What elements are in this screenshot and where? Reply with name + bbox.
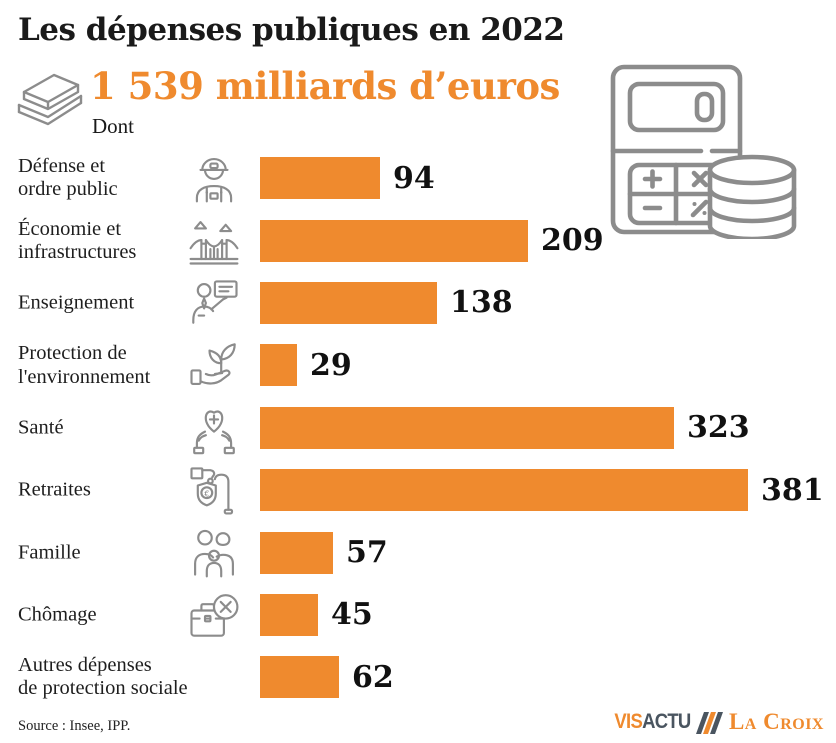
row-label: Défense et ordre public <box>18 155 118 201</box>
visactu-logo-vis: VIS <box>614 710 643 733</box>
row-label: Santé <box>18 416 64 439</box>
banknotes-icon <box>10 64 86 133</box>
total-amount: 1 539 <box>90 64 204 108</box>
soldier-icon <box>183 149 245 207</box>
calculator-coins-icon <box>609 63 799 244</box>
bar-value: 45 <box>331 597 373 633</box>
bar-value: 323 <box>687 410 750 446</box>
bridge-icon <box>183 212 245 270</box>
bar-area: 45 <box>260 584 836 646</box>
lacroix-logo: La Croix <box>728 709 824 734</box>
bar-area: 94 <box>260 147 836 209</box>
chart-row-chomage: Chômage 45 <box>0 584 836 646</box>
bar-value: 209 <box>541 223 604 259</box>
svg-text:€: € <box>204 488 209 498</box>
retirement-icon: € <box>183 461 245 519</box>
bar <box>260 469 748 512</box>
visactu-logo-actu: ACTU <box>642 710 691 733</box>
row-label: Retraites <box>18 478 91 501</box>
bar-area: 381 <box>260 459 836 521</box>
bar-area: 29 <box>260 334 836 396</box>
visactu-logo: VISACTU <box>614 710 692 734</box>
chart-row-sante: Santé 323 <box>0 397 836 459</box>
bar-value: 138 <box>450 285 513 321</box>
bar <box>260 344 297 387</box>
bar <box>260 656 339 699</box>
chart-row-autres: Autres dépenses de protection sociale 62 <box>0 646 836 708</box>
chart-row-retraites: Retraites € 381 <box>0 459 836 521</box>
bar-area: 138 <box>260 272 836 334</box>
bar-value: 62 <box>352 659 394 695</box>
bar <box>260 219 528 262</box>
chart-row-enseignement: Enseignement 138 <box>0 272 836 334</box>
briefcase-x-icon <box>183 586 245 644</box>
logos: VISACTU La Croix <box>604 709 824 735</box>
chart-row-economie: Économie et infrastructures 209 <box>0 209 836 271</box>
page-title: Les dépenses publiques en 2022 <box>18 12 565 48</box>
dont-label: Dont <box>92 114 134 138</box>
total-spending: 1 539 milliards d’euros <box>90 64 560 108</box>
chart-row-famille: Famille 57 <box>0 521 836 583</box>
health-hands-icon <box>183 399 245 457</box>
bar-area: 209 <box>260 209 836 271</box>
plant-hand-icon <box>183 336 245 394</box>
bar <box>260 531 333 574</box>
bar-area: 62 <box>260 646 836 708</box>
visactu-logo-mark <box>695 710 725 734</box>
bar-chart: Défense et ordre public 94 <box>0 147 836 709</box>
family-icon <box>183 524 245 582</box>
total-suffix: milliards d’euros <box>203 64 561 108</box>
row-label: Chômage <box>18 603 97 626</box>
bar-value: 94 <box>393 160 435 196</box>
chart-row-defense: Défense et ordre public 94 <box>0 147 836 209</box>
bar-area: 323 <box>260 397 836 459</box>
bar <box>260 593 318 636</box>
row-label: Protection de l'environnement <box>18 342 151 388</box>
bar-value: 29 <box>310 347 352 383</box>
bar <box>260 157 380 200</box>
chart-row-environnement: Protection de l'environnement 29 <box>0 334 836 396</box>
teacher-icon <box>183 274 245 332</box>
row-label: Économie et infrastructures <box>18 217 137 263</box>
bar-value: 57 <box>346 535 388 571</box>
row-label: Enseignement <box>18 291 135 314</box>
bar-value: 381 <box>761 472 824 508</box>
source-note: Source : Insee, IPP. <box>18 718 131 734</box>
row-label: Famille <box>18 540 81 563</box>
bar <box>260 406 674 449</box>
bar <box>260 281 437 324</box>
bar-area: 57 <box>260 521 836 583</box>
row-label: Autres dépenses de protection sociale <box>18 654 188 700</box>
